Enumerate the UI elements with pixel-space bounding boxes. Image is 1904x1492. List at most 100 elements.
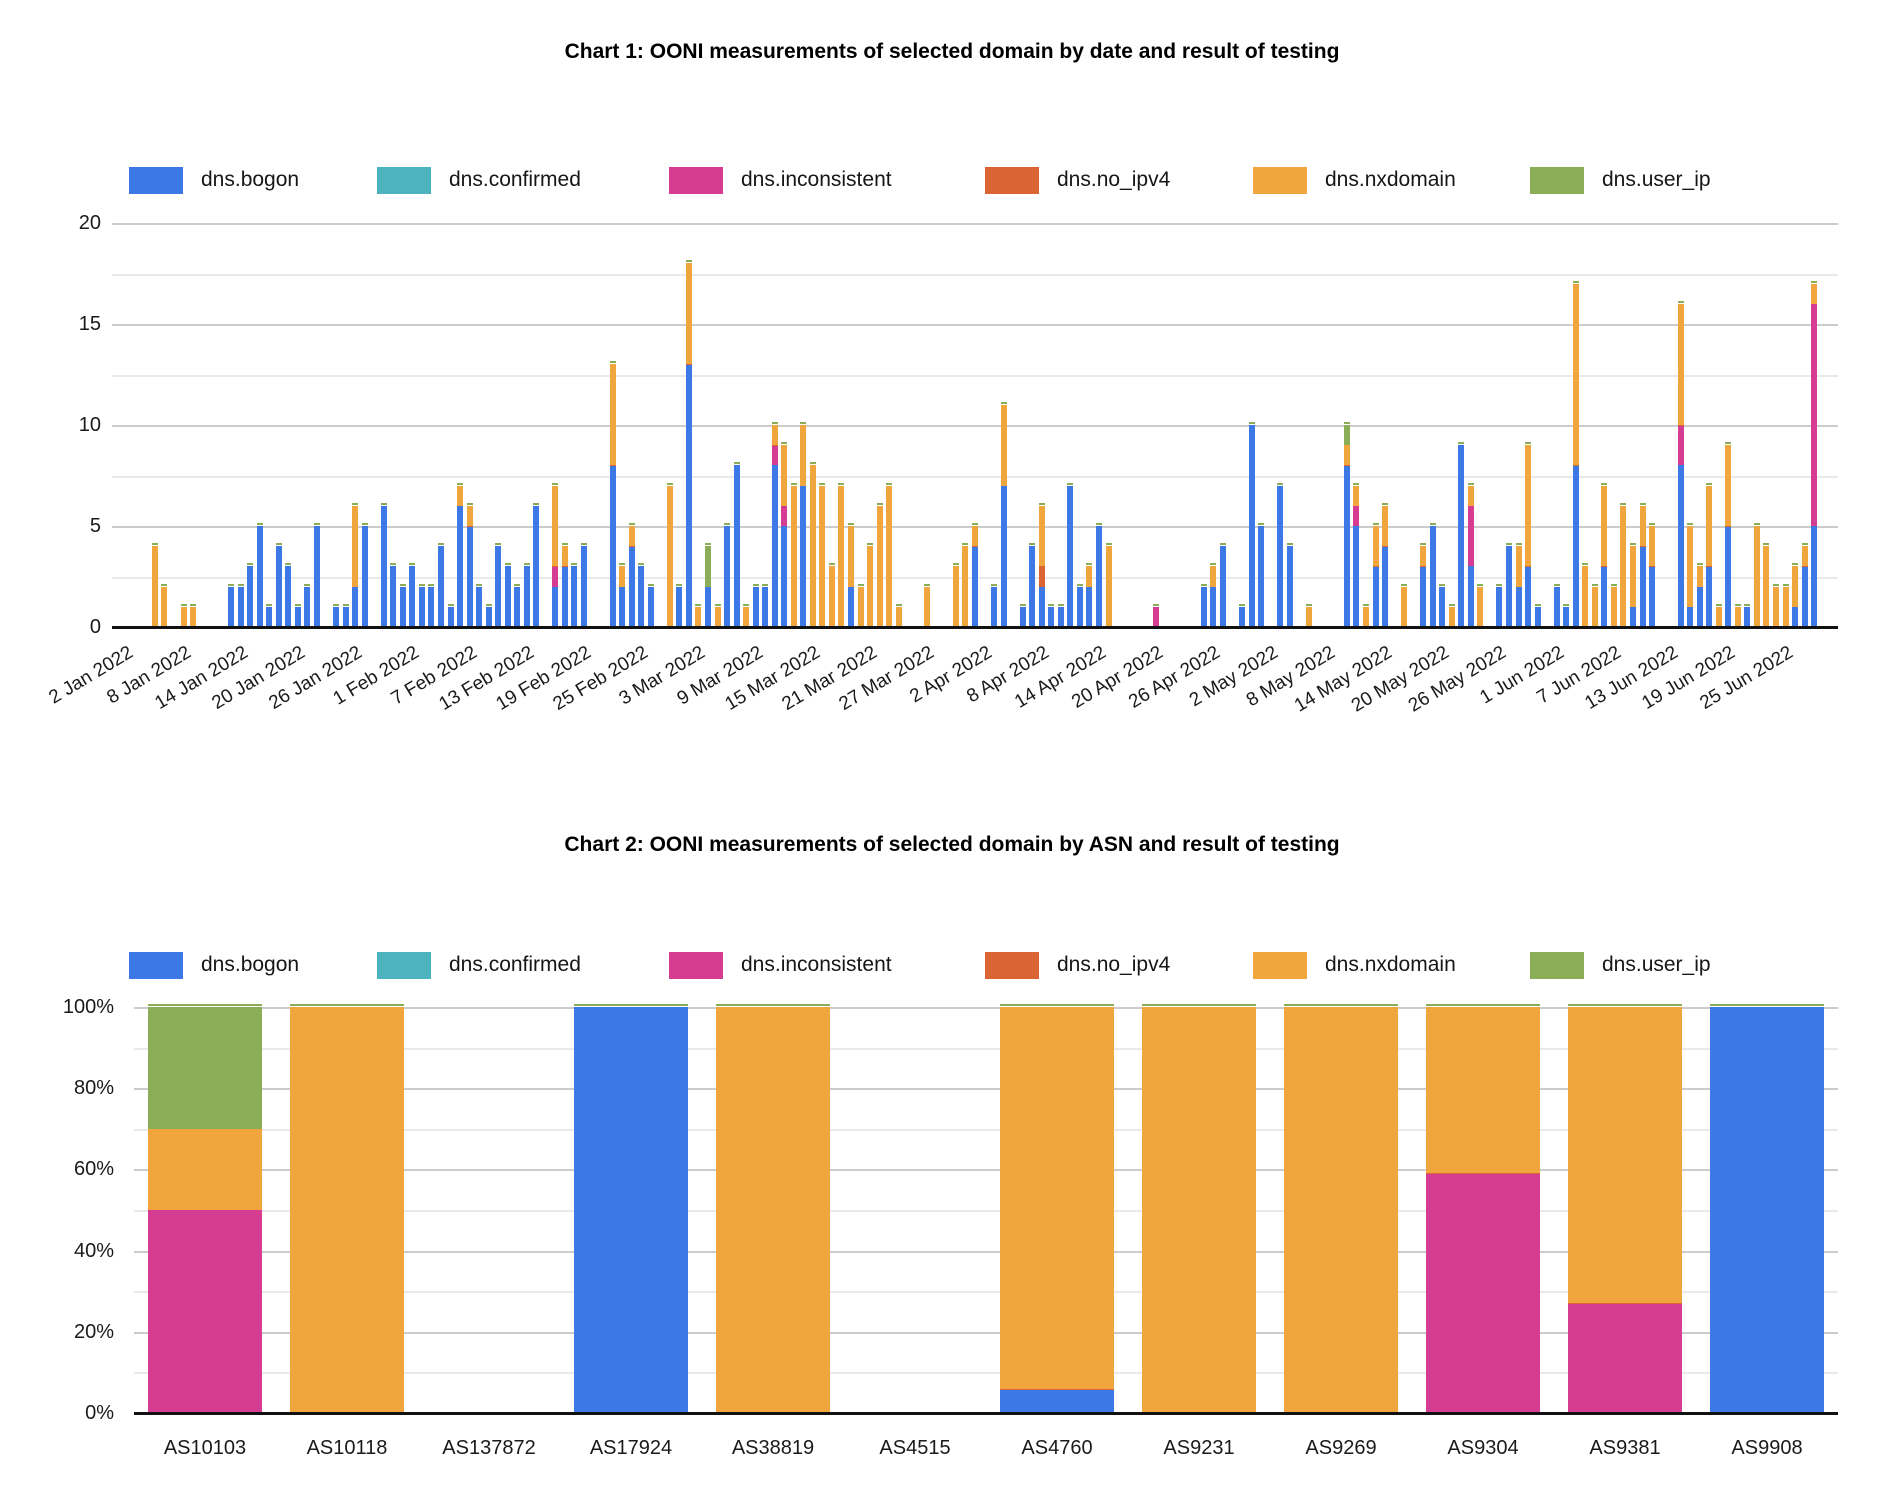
- bar-segment-bogon[interactable]: [1696, 586, 1703, 627]
- bar-segment-bogon[interactable]: [523, 566, 530, 627]
- bar-segment-bogon[interactable]: [1086, 586, 1093, 627]
- bar-segment-bogon[interactable]: [704, 586, 711, 627]
- bar-segment-bogon[interactable]: [1429, 526, 1436, 627]
- bar-segment-bogon[interactable]: [1219, 546, 1226, 627]
- bar-segment-nxdomain[interactable]: [1426, 1007, 1540, 1174]
- bar-segment-bogon[interactable]: [1687, 606, 1694, 627]
- bar-segment-nxdomain[interactable]: [867, 546, 874, 627]
- bar-segment-nxdomain[interactable]: [1782, 586, 1789, 627]
- bar-segment-bogon[interactable]: [1200, 586, 1207, 627]
- bar-segment-bogon[interactable]: [476, 586, 483, 627]
- bar-segment-nxdomain[interactable]: [561, 546, 568, 567]
- bar-segment-inconsistent[interactable]: [148, 1210, 262, 1413]
- bar-segment-bogon[interactable]: [1525, 566, 1532, 627]
- bar-segment-bogon[interactable]: [574, 1007, 688, 1413]
- bar-segment-bogon[interactable]: [256, 526, 263, 627]
- bar-segment-bogon[interactable]: [552, 586, 559, 627]
- bar-segment-bogon[interactable]: [638, 566, 645, 627]
- bar-segment-inconsistent[interactable]: [1811, 303, 1818, 526]
- bar-segment-nxdomain[interactable]: [716, 1007, 830, 1413]
- bar-segment-nxdomain[interactable]: [876, 505, 883, 627]
- bar-segment-inconsistent[interactable]: [771, 445, 778, 466]
- bar-segment-bogon[interactable]: [647, 586, 654, 627]
- bar-segment-nxdomain[interactable]: [1525, 445, 1532, 567]
- bar-segment-bogon[interactable]: [1458, 445, 1465, 627]
- bar-segment-nxdomain[interactable]: [1763, 546, 1770, 627]
- bar-segment-nxdomain[interactable]: [1284, 1007, 1398, 1413]
- bar-segment-nxdomain[interactable]: [771, 425, 778, 446]
- bar-segment-bogon[interactable]: [1639, 546, 1646, 627]
- bar-segment-bogon[interactable]: [294, 606, 301, 627]
- bar-segment-inconsistent[interactable]: [1353, 505, 1360, 526]
- bar-segment-bogon[interactable]: [1439, 586, 1446, 627]
- bar-segment-bogon[interactable]: [457, 505, 464, 627]
- bar-segment-nxdomain[interactable]: [781, 445, 788, 506]
- bar-segment-bogon[interactable]: [247, 566, 254, 627]
- bar-segment-bogon[interactable]: [352, 586, 359, 627]
- bar-segment-nxdomain[interactable]: [1000, 1007, 1114, 1389]
- bar-segment-nxdomain[interactable]: [695, 606, 702, 627]
- bar-segment-nxdomain[interactable]: [1353, 485, 1360, 506]
- bar-segment-bogon[interactable]: [1286, 546, 1293, 627]
- bar-segment-bogon[interactable]: [1420, 566, 1427, 627]
- bar-segment-nxdomain[interactable]: [1448, 606, 1455, 627]
- bar-segment-bogon[interactable]: [1725, 526, 1732, 627]
- bar-segment-bogon[interactable]: [1572, 465, 1579, 627]
- bar-segment-nxdomain[interactable]: [952, 566, 959, 627]
- bar-segment-nxdomain[interactable]: [1715, 606, 1722, 627]
- bar-segment-bogon[interactable]: [314, 526, 321, 627]
- bar-segment-bogon[interactable]: [1000, 485, 1007, 627]
- bar-segment-nxdomain[interactable]: [1610, 586, 1617, 627]
- bar-segment-bogon[interactable]: [1467, 566, 1474, 627]
- bar-segment-nxdomain[interactable]: [161, 586, 168, 627]
- bar-segment-nxdomain[interactable]: [685, 263, 692, 365]
- bar-segment-nxdomain[interactable]: [1372, 526, 1379, 567]
- bar-segment-bogon[interactable]: [428, 586, 435, 627]
- bar-segment-bogon[interactable]: [237, 586, 244, 627]
- bar-segment-bogon[interactable]: [1353, 526, 1360, 627]
- bar-segment-bogon[interactable]: [1744, 606, 1751, 627]
- bar-segment-bogon[interactable]: [342, 606, 349, 627]
- bar-segment-nxdomain[interactable]: [1601, 485, 1608, 567]
- bar-segment-nxdomain[interactable]: [1343, 445, 1350, 466]
- bar-segment-inconsistent[interactable]: [1153, 606, 1160, 627]
- bar-segment-bogon[interactable]: [1792, 606, 1799, 627]
- bar-segment-nxdomain[interactable]: [190, 606, 197, 627]
- bar-segment-nxdomain[interactable]: [800, 425, 807, 486]
- bar-segment-nxdomain[interactable]: [1477, 586, 1484, 627]
- bar-segment-bogon[interactable]: [1343, 465, 1350, 627]
- bar-segment-bogon[interactable]: [409, 566, 416, 627]
- bar-segment-bogon[interactable]: [771, 465, 778, 627]
- bar-segment-bogon[interactable]: [285, 566, 292, 627]
- bar-segment-bogon[interactable]: [1506, 546, 1512, 627]
- bar-segment-nxdomain[interactable]: [619, 566, 626, 587]
- bar-segment-bogon[interactable]: [1563, 606, 1570, 627]
- bar-segment-bogon[interactable]: [266, 606, 273, 627]
- bar-segment-bogon[interactable]: [609, 465, 616, 627]
- bar-segment-bogon[interactable]: [1076, 586, 1083, 627]
- bar-segment-nxdomain[interactable]: [1467, 485, 1474, 506]
- bar-segment-inconsistent[interactable]: [1568, 1303, 1682, 1413]
- bar-segment-nxdomain[interactable]: [1582, 566, 1589, 627]
- bar-segment-bogon[interactable]: [437, 546, 444, 627]
- bar-segment-bogon[interactable]: [1210, 586, 1217, 627]
- bar-segment-bogon[interactable]: [676, 586, 683, 627]
- bar-segment-nxdomain[interactable]: [457, 485, 464, 506]
- bar-segment-bogon[interactable]: [571, 566, 578, 627]
- bar-segment-nxdomain[interactable]: [848, 526, 855, 587]
- bar-segment-nxdomain[interactable]: [1210, 566, 1217, 587]
- bar-segment-bogon[interactable]: [991, 586, 998, 627]
- bar-segment-bogon[interactable]: [1382, 546, 1389, 627]
- bar-segment-bogon[interactable]: [1706, 566, 1713, 627]
- bar-segment-bogon[interactable]: [228, 586, 235, 627]
- bar-segment-nxdomain[interactable]: [1382, 505, 1389, 547]
- bar-segment-bogon[interactable]: [1629, 606, 1636, 627]
- bar-segment-nxdomain[interactable]: [972, 526, 978, 547]
- bar-segment-bogon[interactable]: [275, 546, 282, 627]
- bar-segment-bogon[interactable]: [304, 586, 311, 627]
- bar-segment-bogon[interactable]: [380, 505, 387, 627]
- bar-segment-nxdomain[interactable]: [1734, 606, 1741, 627]
- bar-segment-bogon[interactable]: [1277, 485, 1284, 627]
- bar-segment-nxdomain[interactable]: [1649, 526, 1656, 567]
- bar-segment-bogon[interactable]: [1601, 566, 1608, 627]
